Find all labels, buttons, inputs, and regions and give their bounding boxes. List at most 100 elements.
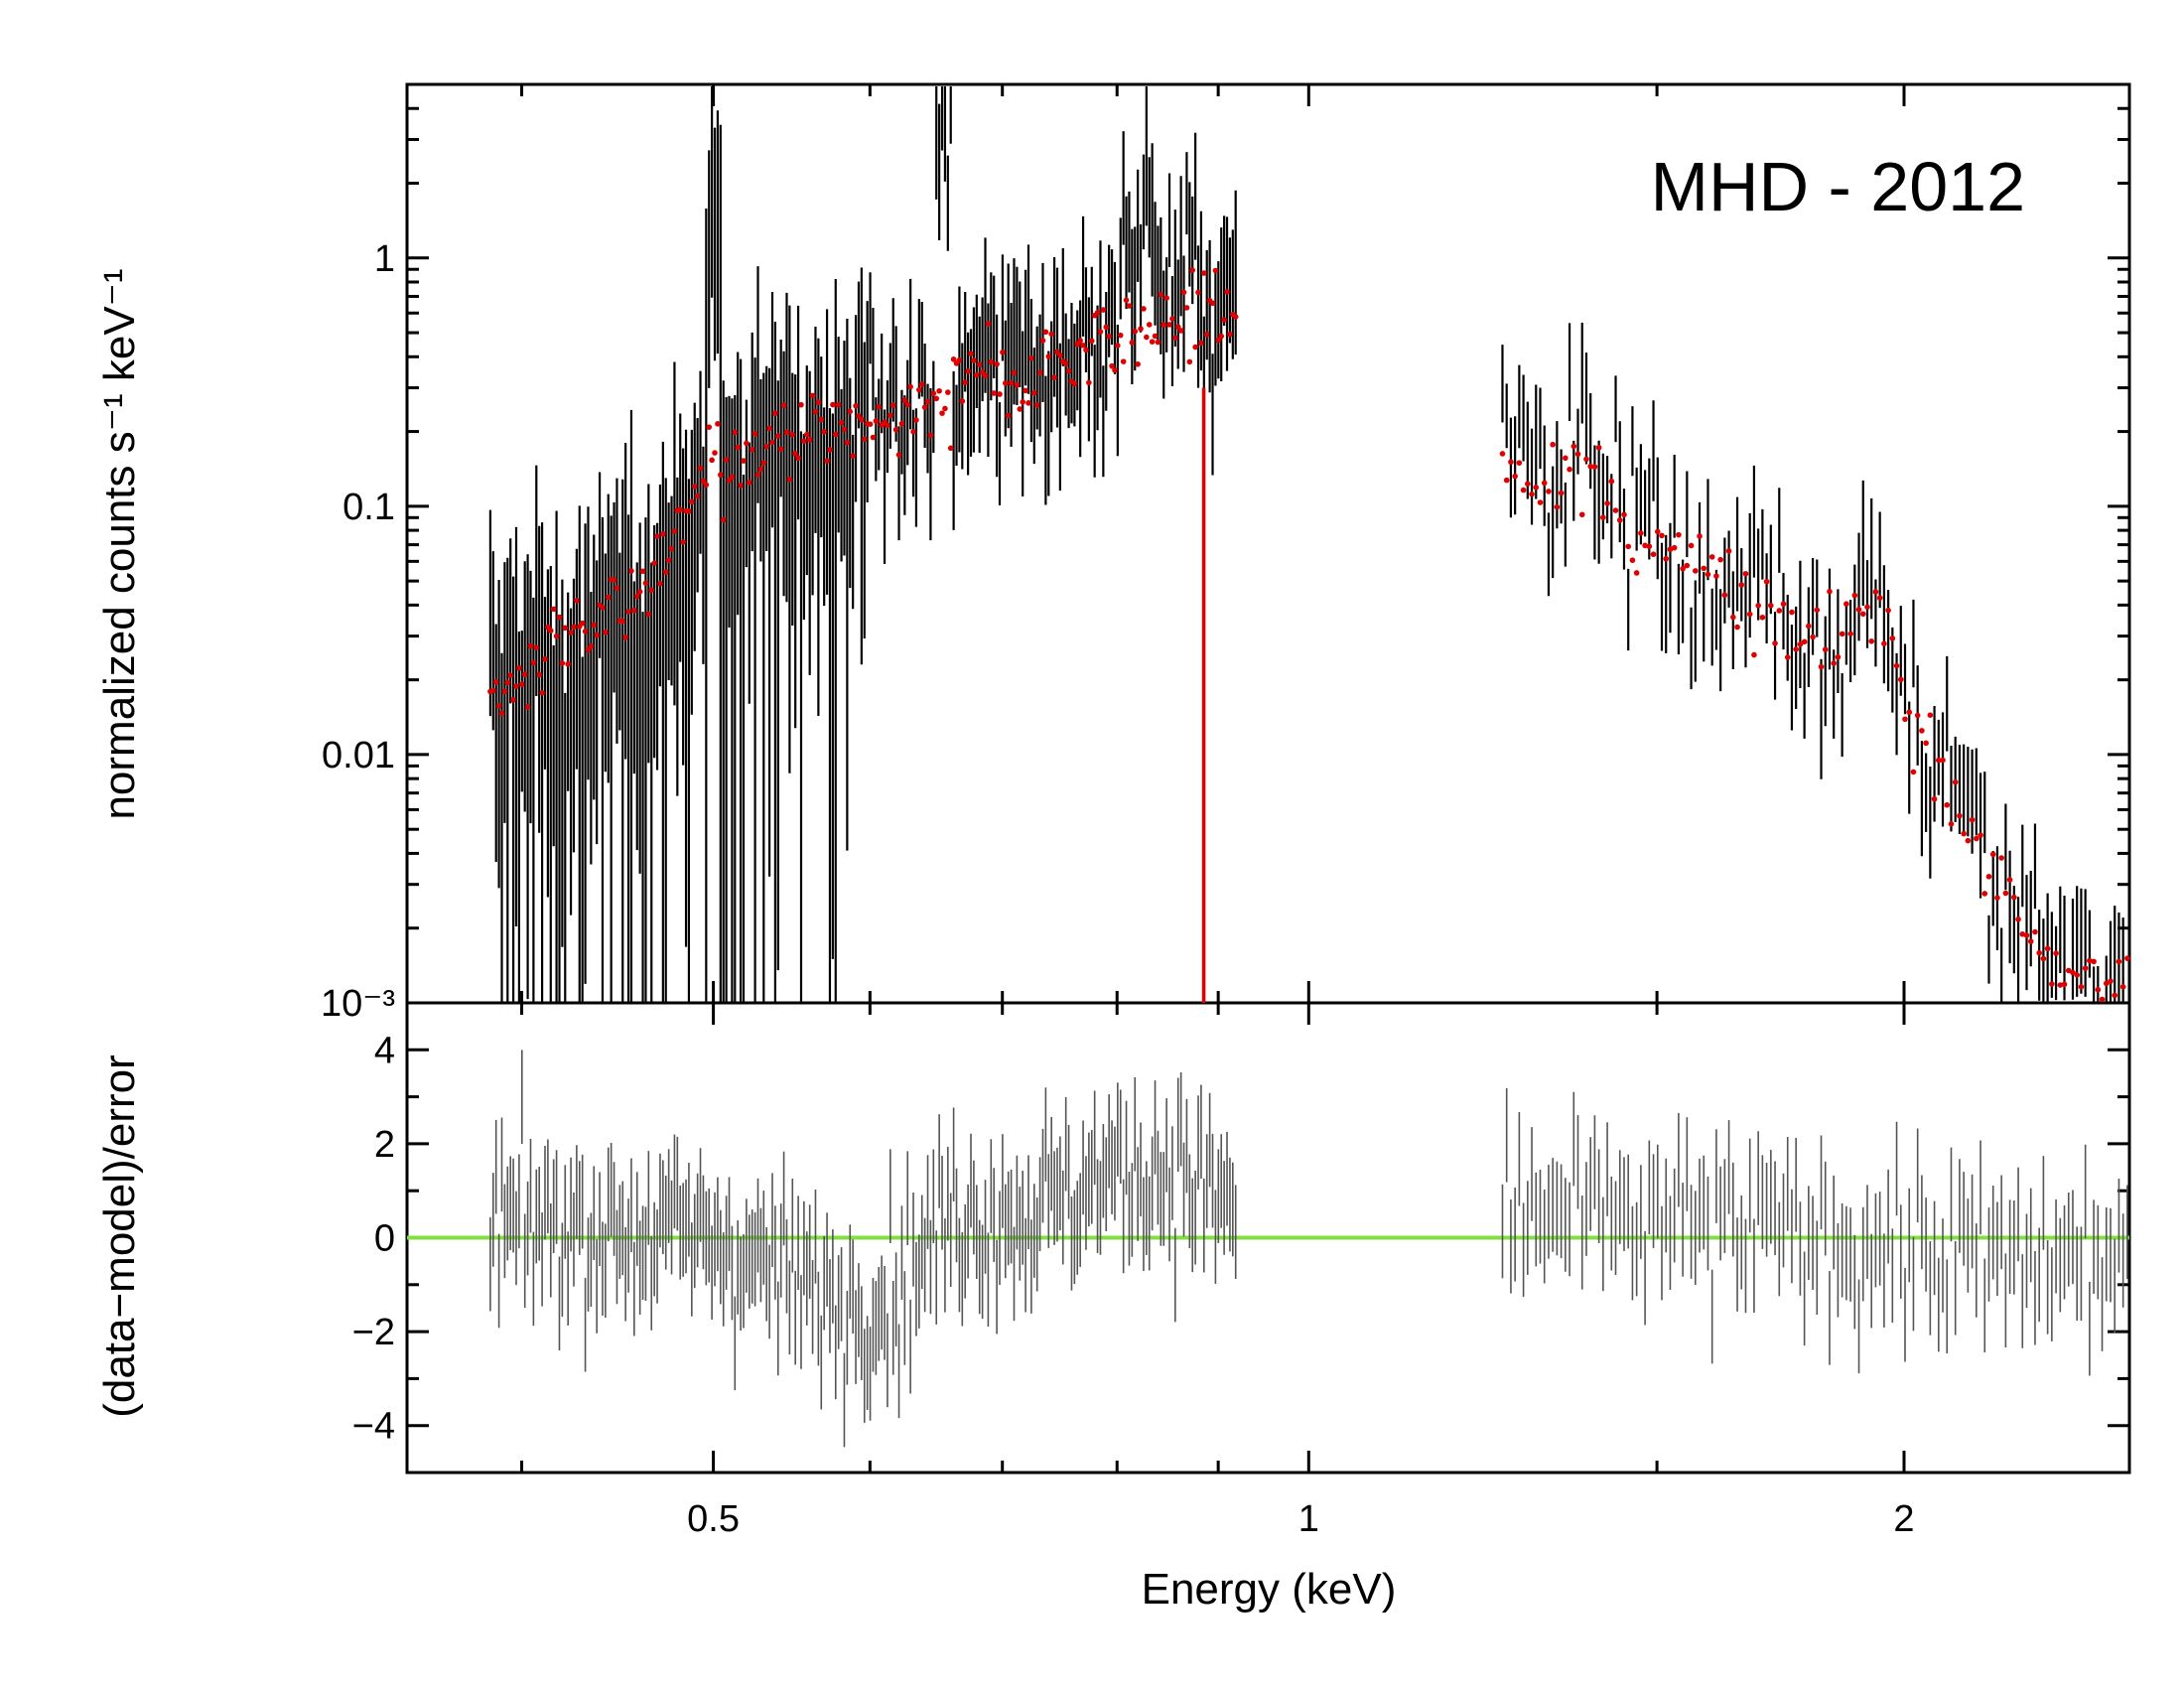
model-point xyxy=(729,474,736,481)
model-point xyxy=(1851,592,1858,599)
model-point xyxy=(619,618,626,625)
model-point xyxy=(1789,609,1795,616)
model-point xyxy=(1944,801,1951,808)
res-tick-label-neg4: −4 xyxy=(352,1406,395,1448)
model-point xyxy=(718,472,724,479)
model-point xyxy=(680,539,686,545)
model-point xyxy=(910,429,916,435)
model-point xyxy=(838,419,845,426)
model-point xyxy=(885,422,890,429)
model-point xyxy=(1057,352,1063,358)
model-point xyxy=(720,516,727,523)
model-point xyxy=(631,607,637,614)
model-point xyxy=(550,606,557,613)
model-point xyxy=(2006,877,2013,883)
model-point xyxy=(2011,894,2017,901)
model-point xyxy=(744,440,750,447)
model-point xyxy=(1227,331,1233,338)
model-point xyxy=(1864,604,1870,611)
model-point xyxy=(1195,289,1201,296)
model-point xyxy=(1155,339,1161,346)
model-point xyxy=(571,624,577,631)
model-point xyxy=(1008,380,1015,386)
model-point xyxy=(1742,570,1749,577)
model-point xyxy=(803,431,810,438)
model-point xyxy=(1003,380,1009,386)
model-point xyxy=(1218,333,1225,340)
model-point xyxy=(1112,367,1118,373)
model-point xyxy=(1818,663,1825,670)
y-tick-label-0-01: 0.01 xyxy=(322,735,395,776)
model-point xyxy=(1011,369,1018,376)
model-point xyxy=(741,458,747,464)
model-point xyxy=(556,614,563,621)
model-point xyxy=(1646,543,1653,550)
model-point xyxy=(1080,342,1086,349)
model-point xyxy=(965,368,971,374)
model-point xyxy=(889,402,896,409)
model-point xyxy=(2023,932,2030,938)
model-point xyxy=(1902,716,1908,723)
model-point xyxy=(774,433,781,439)
model-point xyxy=(806,436,813,443)
model-point xyxy=(671,528,678,534)
model-point xyxy=(1776,608,1783,614)
model-point xyxy=(898,420,905,427)
model-point xyxy=(1224,289,1230,295)
model-point xyxy=(763,443,769,450)
model-point xyxy=(706,424,713,430)
model-point xyxy=(1097,329,1104,335)
model-point xyxy=(777,446,784,453)
model-point xyxy=(1974,835,1979,842)
spectrum-model-series xyxy=(487,267,2130,1003)
model-point xyxy=(490,687,496,694)
model-point xyxy=(1751,651,1757,658)
model-point xyxy=(1759,614,1766,621)
model-point xyxy=(982,372,989,379)
model-point xyxy=(565,660,571,667)
model-point xyxy=(968,351,974,357)
model-point xyxy=(1768,602,1774,609)
model-point xyxy=(1587,463,1593,470)
model-point xyxy=(1994,895,2000,901)
model-point xyxy=(1094,310,1101,316)
model-point xyxy=(1499,451,1506,457)
model-point xyxy=(2087,957,2093,964)
model-point xyxy=(950,356,957,362)
model-point xyxy=(2027,938,2034,944)
model-point xyxy=(1558,490,1565,496)
model-point xyxy=(988,358,995,365)
model-point xyxy=(2082,965,2089,971)
model-point xyxy=(1132,328,1139,335)
model-point xyxy=(645,611,652,618)
model-point xyxy=(1020,399,1025,405)
model-point xyxy=(1730,614,1736,621)
model-point xyxy=(1083,347,1089,353)
model-point xyxy=(1872,589,1879,595)
model-point xyxy=(1129,340,1136,346)
model-point xyxy=(942,405,948,412)
model-point xyxy=(547,628,554,633)
model-point xyxy=(1697,533,1703,539)
model-point xyxy=(2015,916,2021,922)
model-point xyxy=(754,472,761,478)
model-point xyxy=(697,465,704,472)
model-point xyxy=(901,397,908,403)
model-point xyxy=(1688,542,1695,549)
model-point xyxy=(1793,646,1799,652)
model-point xyxy=(780,402,787,409)
model-point xyxy=(536,671,542,678)
model-point xyxy=(611,577,617,583)
model-point xyxy=(530,659,537,666)
model-point xyxy=(1831,660,1837,666)
res-tick-label-0: 0 xyxy=(374,1218,395,1260)
model-point xyxy=(568,630,574,635)
model-point xyxy=(1149,339,1156,346)
model-point xyxy=(1123,297,1130,304)
x-tick-label-2: 2 xyxy=(1893,1498,1914,1540)
model-point xyxy=(1563,455,1569,462)
model-point xyxy=(703,482,710,489)
model-point xyxy=(1186,358,1193,365)
model-point xyxy=(769,439,775,446)
x-tick-label-1: 1 xyxy=(1298,1498,1319,1540)
